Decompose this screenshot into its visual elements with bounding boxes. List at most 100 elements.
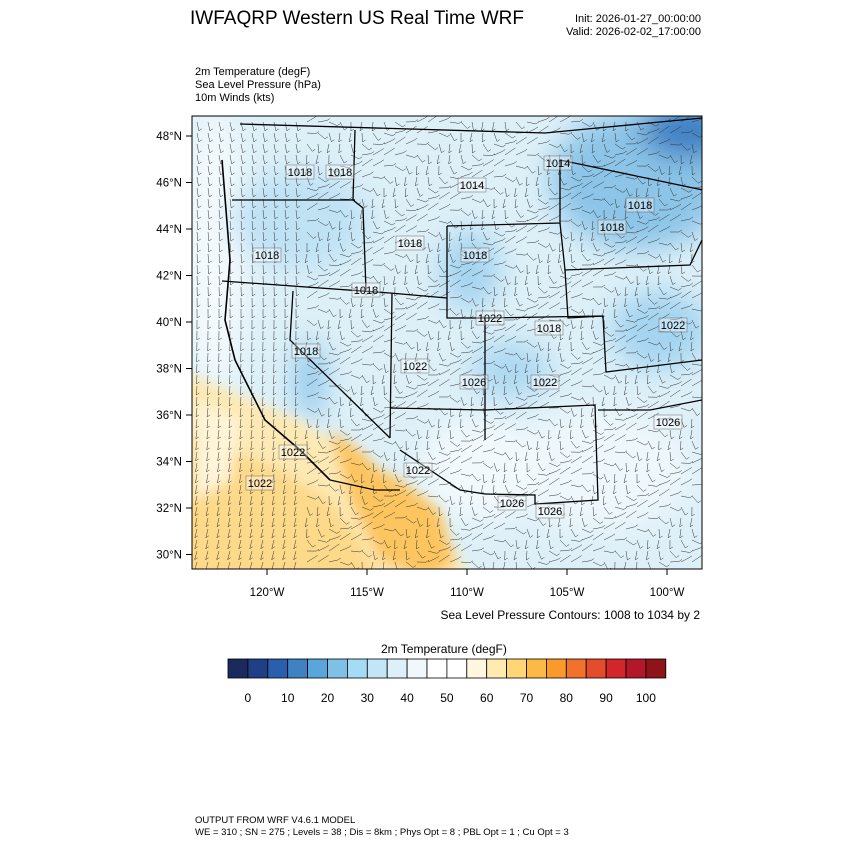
wind-barb <box>535 264 539 274</box>
wind-barb <box>625 396 629 406</box>
wind-barb-flag <box>231 150 235 154</box>
wind-barb <box>283 451 286 461</box>
wind-barb-flag <box>425 507 429 511</box>
wind-barb <box>315 242 319 252</box>
wind-barb <box>460 385 470 390</box>
wind-barb-flag <box>480 430 484 433</box>
wind-barb-flag <box>251 315 256 319</box>
wind-barb-flag <box>610 203 614 206</box>
wind-barb-flag <box>262 359 266 363</box>
wind-barb <box>218 143 221 153</box>
wind-barb <box>273 143 276 153</box>
wind-barb <box>669 286 679 291</box>
wind-barb-flag <box>382 557 386 561</box>
wind-barb-flag <box>391 500 395 503</box>
wind-barb-flag <box>537 370 541 374</box>
wind-barb-flag <box>633 510 637 514</box>
wind-barb-flag <box>560 425 565 429</box>
wind-barb-flag <box>218 326 223 330</box>
wind-barb-flag <box>198 128 203 132</box>
wind-barb-flag <box>634 320 638 323</box>
wind-barb <box>294 473 297 483</box>
wind-barb-flag <box>546 314 550 317</box>
wind-barb <box>691 308 701 312</box>
wind-barb-flag <box>578 224 582 227</box>
wind-barb <box>460 561 470 564</box>
wind-barb-flag <box>366 325 370 328</box>
wind-barb-flag <box>404 194 409 198</box>
wind-barb-flag <box>282 546 286 549</box>
wind-barb <box>634 286 638 296</box>
wind-barb <box>614 286 619 296</box>
wind-barb <box>613 473 616 483</box>
wind-barb <box>282 506 286 516</box>
wind-barb <box>427 196 437 200</box>
wind-barb <box>669 492 679 497</box>
wind-barb-flag <box>556 291 560 294</box>
lat-tick-label: 40°N <box>156 317 182 329</box>
wind-barb-flag <box>479 258 483 261</box>
wind-barb-flag <box>328 414 332 418</box>
wind-barb-flag <box>524 252 529 256</box>
wind-barb-flag <box>622 190 626 193</box>
wind-barb <box>261 484 264 494</box>
wind-barb <box>416 418 426 424</box>
wind-barb-flag <box>578 311 583 314</box>
wind-barb <box>568 242 572 252</box>
wind-barb <box>658 374 663 384</box>
wind-barb-flag <box>272 502 276 506</box>
wind-barb-flag <box>600 170 604 173</box>
wind-barb-flag <box>337 263 342 266</box>
wind-barb <box>691 319 697 329</box>
wind-barb <box>427 285 437 288</box>
wind-barb <box>559 205 568 211</box>
wind-barb-flag <box>314 555 318 558</box>
wind-barb-flag <box>321 414 325 417</box>
wind-barb-flag <box>678 490 682 494</box>
wind-barb-flag <box>348 315 353 318</box>
wind-barb <box>350 447 360 453</box>
wind-barb-flag <box>678 260 683 263</box>
wind-barb <box>636 539 641 549</box>
wind-barb-flag <box>699 467 702 470</box>
wind-barb <box>592 418 595 428</box>
wind-barb <box>427 330 431 340</box>
wind-barb-flag <box>520 215 524 218</box>
wind-barb-flag <box>402 412 406 415</box>
wind-barb <box>691 264 698 273</box>
wind-barb-flag <box>380 148 384 151</box>
wind-barb <box>317 539 327 543</box>
wind-barb <box>328 545 337 552</box>
wind-barb <box>282 528 286 538</box>
wind-barb <box>381 286 385 296</box>
wind-barb <box>481 209 484 219</box>
wind-barb <box>394 239 404 244</box>
wind-barb-flag <box>374 557 379 560</box>
wind-barb-flag <box>295 348 299 352</box>
wind-barb-flag <box>613 480 618 484</box>
wind-barb <box>471 517 481 522</box>
wind-barb <box>691 539 701 544</box>
wind-barb-flag <box>406 447 410 451</box>
wind-barb-flag <box>677 214 681 217</box>
wind-barb <box>493 462 498 472</box>
wind-barb <box>361 337 370 343</box>
wind-barb <box>680 264 683 274</box>
wind-barb-flag <box>639 216 643 219</box>
wind-barb <box>382 550 385 560</box>
wind-barb-flag <box>428 161 432 165</box>
wind-barb <box>537 215 546 222</box>
wind-barb <box>680 539 686 549</box>
wind-barb <box>382 561 385 569</box>
wind-barb <box>592 297 599 306</box>
wind-barb <box>658 198 665 207</box>
wind-barb <box>436 429 440 439</box>
wind-barb-flag <box>666 488 670 492</box>
wind-barb-flag <box>326 483 331 487</box>
wind-barb <box>427 480 436 486</box>
wind-barb-flag <box>446 466 450 470</box>
wind-barb-flag <box>479 346 483 349</box>
wind-barb-flag <box>220 205 224 209</box>
wind-barb-flag <box>446 542 450 545</box>
wind-barb <box>680 393 690 398</box>
